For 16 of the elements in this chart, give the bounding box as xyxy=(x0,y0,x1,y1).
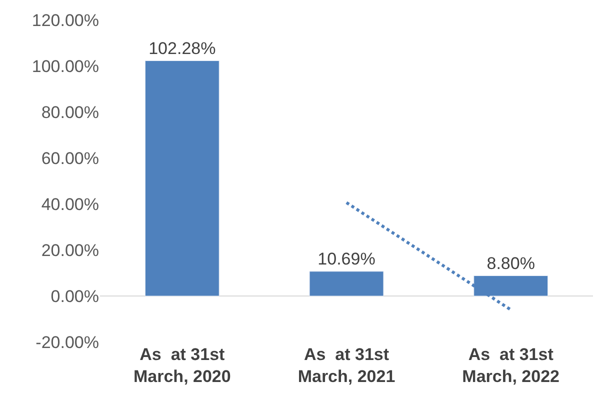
data-label: 102.28% xyxy=(148,38,216,58)
y-tick-label: 120.00% xyxy=(32,10,99,30)
x-tick-label: As at 31st March, 2021 xyxy=(298,345,396,386)
bar xyxy=(309,271,384,296)
data-label: 10.69% xyxy=(318,249,376,268)
y-tick-label: 80.00% xyxy=(41,102,99,122)
x-tick-label: As at 31st March, 2022 xyxy=(462,345,560,386)
y-tick-label: -20.00% xyxy=(36,332,99,352)
bar xyxy=(144,60,220,296)
y-tick-label: 40.00% xyxy=(41,194,99,214)
data-label: 8.80% xyxy=(486,254,535,273)
y-tick-label: 0.00% xyxy=(50,286,99,306)
y-tick-label: 20.00% xyxy=(41,240,99,260)
y-tick-label: 60.00% xyxy=(41,148,99,168)
y-tick-label: 100.00% xyxy=(32,56,99,76)
x-tick-label: As at 31st March, 2020 xyxy=(134,345,231,386)
